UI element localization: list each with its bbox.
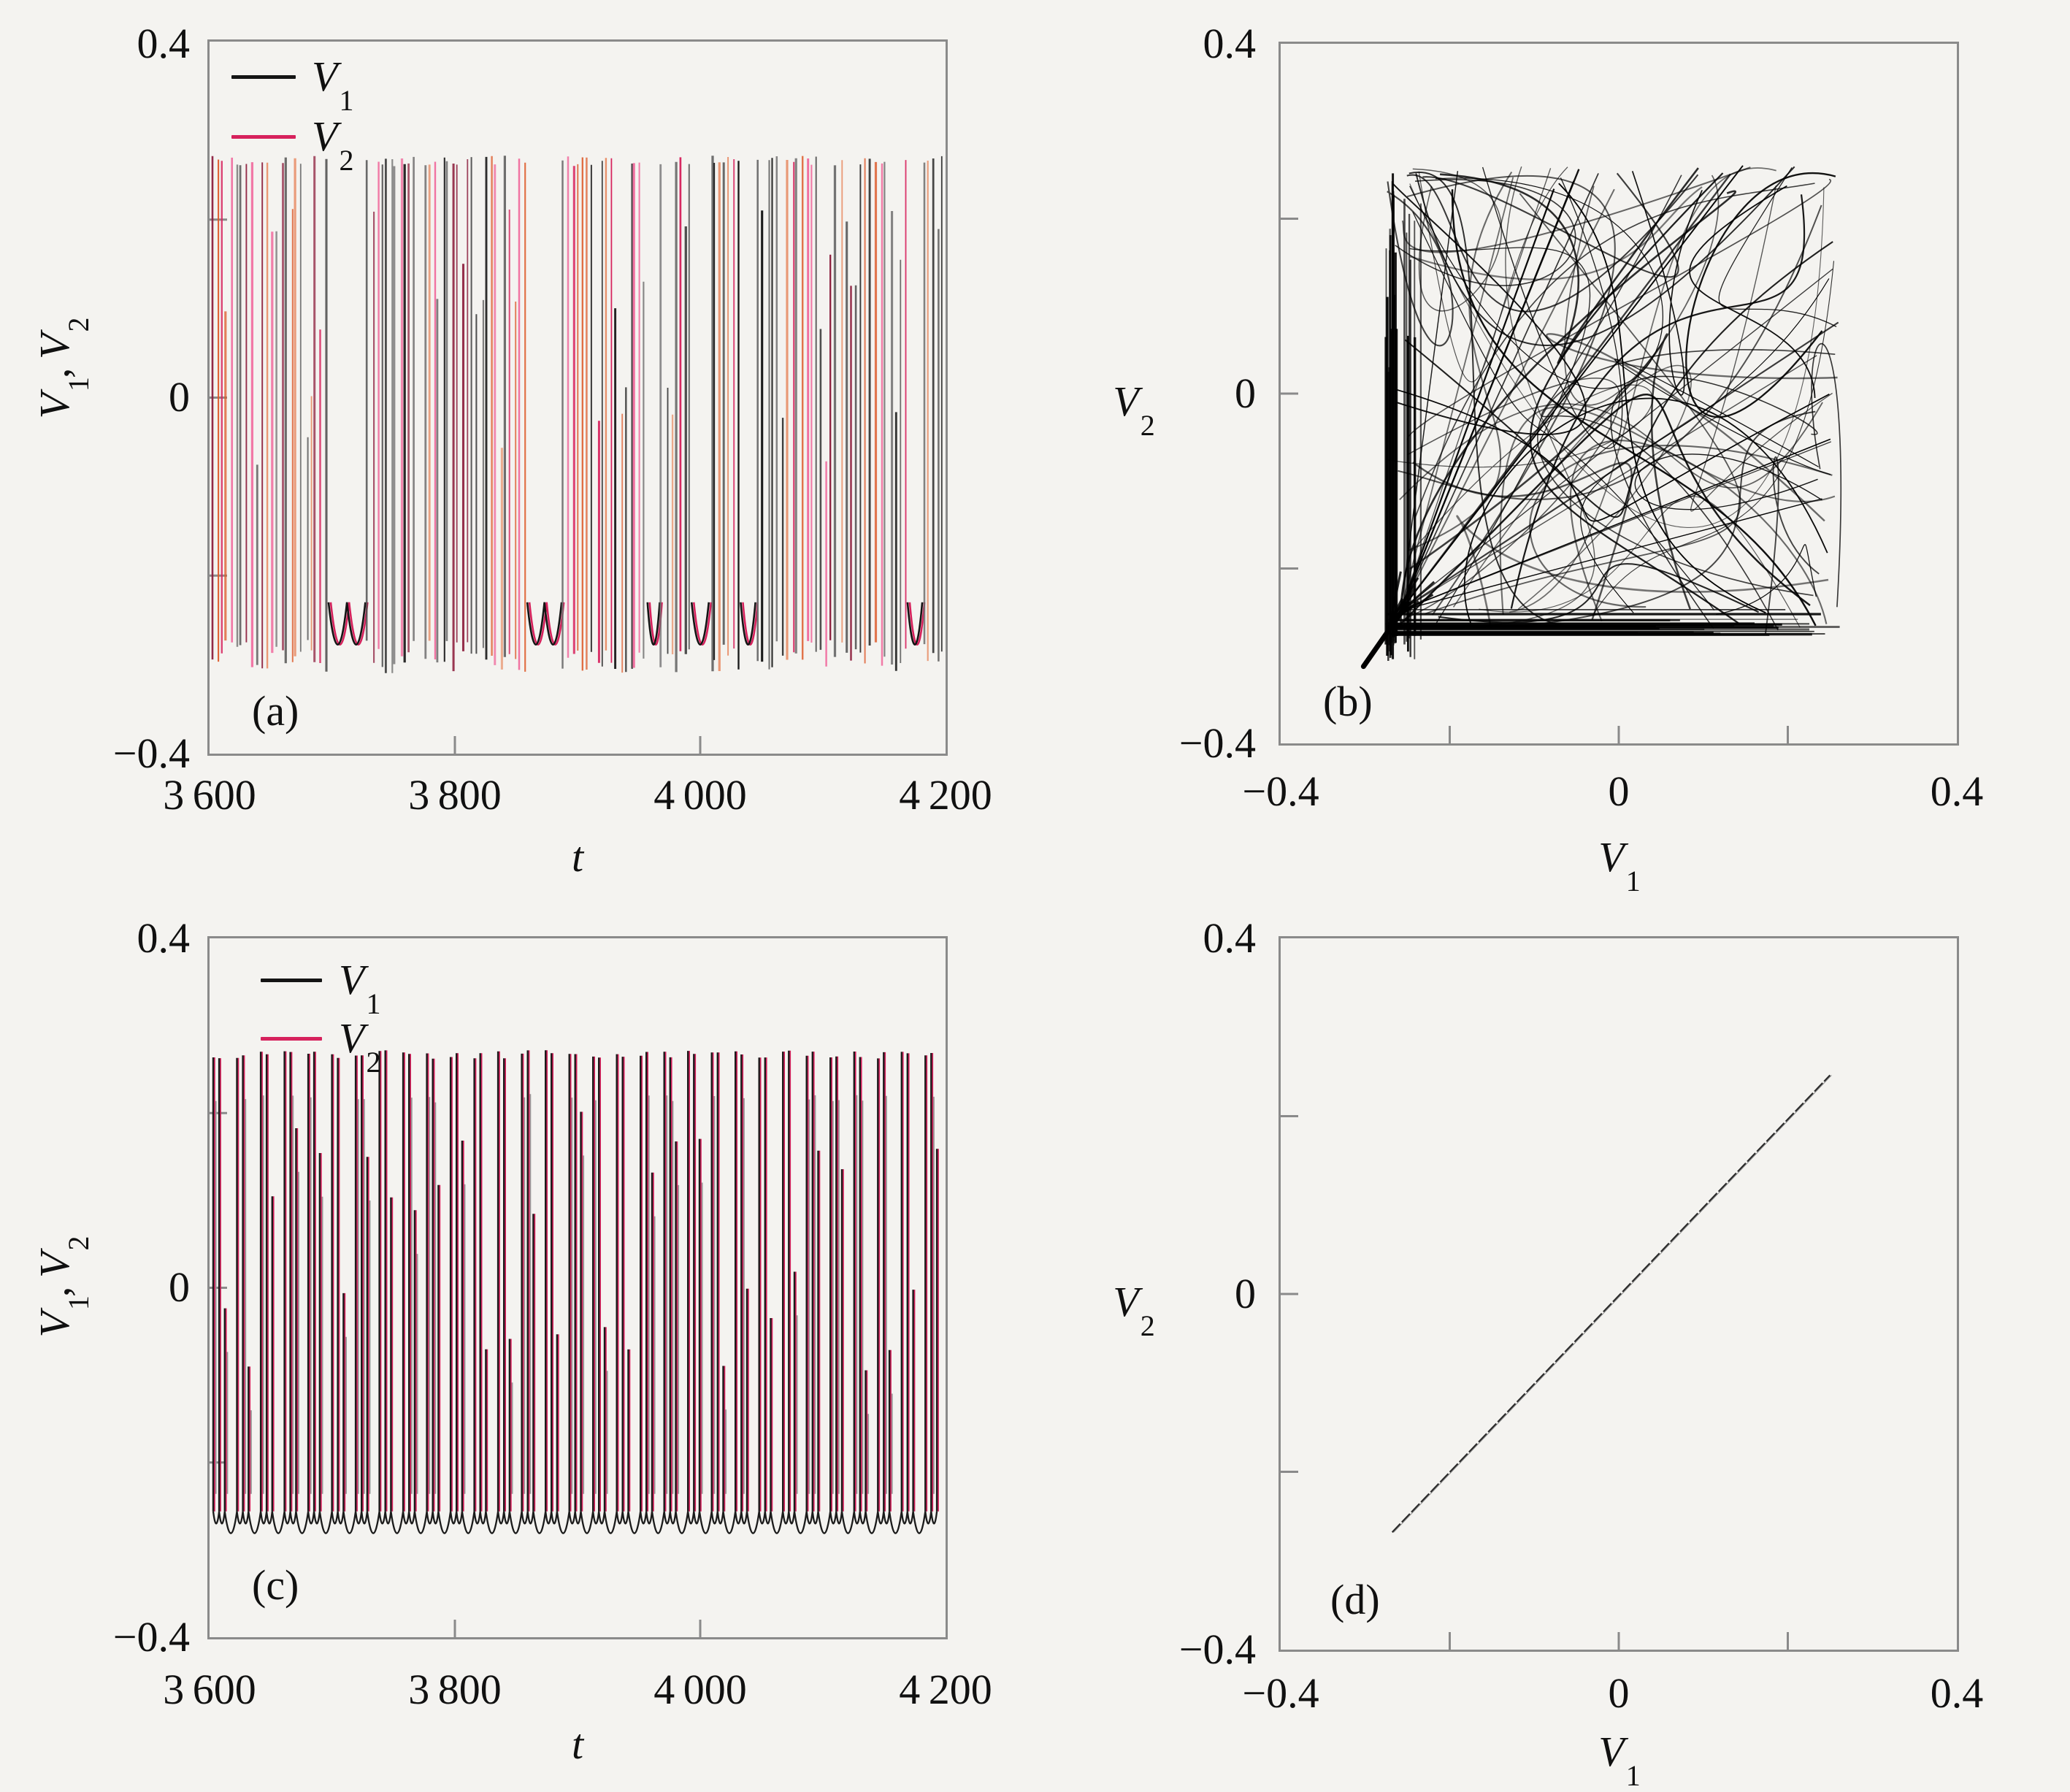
legend-a-label-v2: V2 [312,112,353,175]
legend-c-v1-sub: 1 [366,987,381,1020]
yaxis-d-sub: 2 [1140,1309,1155,1342]
ytick-d-top: 0.4 [1203,914,1257,962]
plot-area-panel-d [1279,936,1959,1652]
xtick-a-3600: 3 600 [163,771,256,819]
legend-c-v2-var: V [339,1014,365,1062]
ytick-d-bottom: −0.4 [1178,1626,1256,1673]
xtick-a-3800: 3 800 [408,771,502,819]
yaxis-title-c: V1, V2 [31,1236,95,1338]
xtick-c-4200: 4 200 [899,1666,992,1713]
xtick-d-zero: 0 [1608,1669,1630,1717]
yaxis-c-comma: , [31,1277,79,1298]
xtick-a-4000: 4 000 [653,771,747,819]
legend-a-v1-var: V [312,53,338,100]
xtick-b-neg04: −0.4 [1242,767,1319,815]
xtick-d-neg04: −0.4 [1242,1669,1319,1717]
ytick-a-top: 0.4 [137,20,191,67]
plot-area-panel-c [207,936,948,1639]
ytick-b-zero: 0 [1235,369,1256,417]
legend-c-line-v2 [261,1037,322,1041]
xtick-a-4200: 4 200 [899,771,992,819]
ytick-b-top: 0.4 [1203,20,1257,67]
ytick-b-bottom: −0.4 [1178,719,1256,767]
legend-c-label-v1: V1 [339,956,380,1019]
chart-a-canvas [210,156,943,754]
legend-c-v2-sub: 2 [366,1045,381,1079]
ytick-c-bottom: −0.4 [112,1613,190,1661]
panel-letter-b: (b) [1323,678,1373,725]
yaxis-title-b: V2 [1113,378,1154,440]
xaxis-d-var: V [1598,1728,1625,1775]
legend-a-label-v1: V1 [312,53,353,115]
panel-letter-c: (c) [252,1561,299,1609]
xtick-b-pos04: 0.4 [1930,767,1984,815]
legend-c-label-v2: V2 [339,1014,380,1077]
yaxis-title-a: V1, V2 [31,318,95,419]
yaxis-c-var2: V [31,1252,79,1278]
legend-a-v2-sub: 2 [339,143,354,177]
xtick-c-3800: 3 800 [408,1666,502,1713]
xtick-c-4000: 4 000 [653,1666,747,1713]
ytick-a-zero: 0 [169,373,190,421]
xaxis-title-c: t [571,1720,584,1768]
panel-letter-a: (a) [252,687,299,735]
legend-c-v1-var: V [339,956,365,1003]
yaxis-title-d: V2 [1113,1278,1154,1341]
legend-c-line-v1 [261,979,322,982]
yaxis-a-var2: V [31,333,79,359]
yaxis-d-var: V [1113,1278,1139,1326]
yaxis-b-sub: 2 [1140,408,1155,442]
panel-letter-d: (d) [1330,1576,1380,1623]
legend-a-line-v1 [231,75,296,79]
legend-a-v1-sub: 1 [339,83,354,117]
chart-c-canvas [210,1050,939,1637]
xtick-c-3600: 3 600 [163,1666,256,1713]
yaxis-a-sub2: 2 [61,317,95,332]
legend-a-v2-var: V [312,112,338,160]
xaxis-title-b: V1 [1598,833,1640,896]
ytick-d-zero: 0 [1235,1270,1256,1317]
legend-a-line-v2 [231,135,296,139]
chart-d-canvas [1281,1074,1832,1650]
xaxis-d-sub: 1 [1625,1758,1641,1792]
yaxis-c-sub2: 2 [61,1236,95,1251]
plot-area-panel-b [1279,42,1959,746]
yaxis-a-var1: V [31,393,79,419]
yaxis-a-comma: , [31,359,79,379]
xtick-d-pos04: 0.4 [1930,1669,1984,1717]
plot-area-panel-a [207,39,948,756]
xaxis-b-sub: 1 [1625,864,1641,897]
ytick-a-bottom: −0.4 [112,730,190,777]
xaxis-b-var: V [1598,833,1625,881]
yaxis-b-var: V [1113,378,1139,426]
ytick-c-zero: 0 [169,1263,190,1311]
xaxis-title-a: t [571,833,584,881]
chart-b-canvas [1281,165,1842,743]
yaxis-a-sub1: 1 [61,377,95,392]
xtick-b-zero: 0 [1608,767,1630,815]
ytick-c-top: 0.4 [137,914,191,962]
yaxis-c-sub1: 1 [61,1295,95,1311]
yaxis-c-var1: V [31,1312,79,1338]
xaxis-title-d: V1 [1598,1728,1640,1791]
